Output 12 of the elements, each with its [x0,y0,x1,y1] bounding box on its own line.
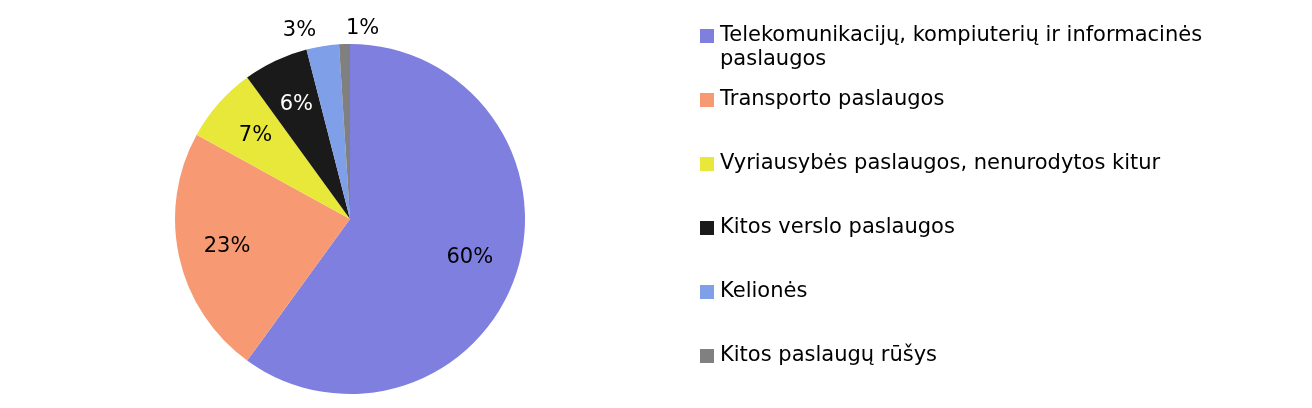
data-label: 7% [238,122,273,147]
data-label: 60% [446,244,494,269]
data-label: 6% [279,91,314,116]
legend-label: Transporto paslaugos [720,86,945,110]
data-label: 3% [282,16,317,41]
data-label: 23% [203,232,251,257]
legend-label: Kelionės [720,278,808,302]
legend-label: Kitos paslaugų rūšys [720,342,938,366]
legend-label: Telekomunikacijų, kompiuterių ir informacinės paslaugos [720,22,1204,70]
legend-label: Kitos verslo paslaugos [720,214,955,238]
data-label: 1% [346,14,380,39]
legend-label: Vyriausybės paslaugos, nenurodytos kitur [720,150,1161,174]
